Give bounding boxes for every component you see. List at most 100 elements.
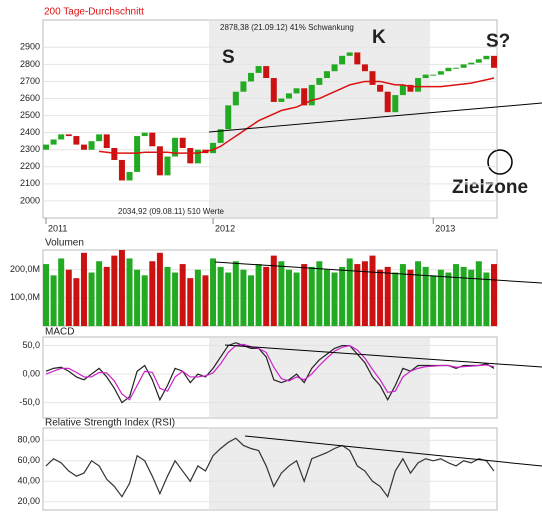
candle xyxy=(384,91,391,113)
volume-bar xyxy=(225,272,232,326)
volume-bar xyxy=(399,264,406,326)
volume-bar xyxy=(407,269,414,326)
candle xyxy=(73,136,80,145)
y-tick-label: 80,00 xyxy=(17,435,40,445)
volume-bar xyxy=(346,258,353,326)
candle xyxy=(118,159,125,181)
volume-bar xyxy=(437,269,444,326)
y-tick-label: 2800 xyxy=(20,59,40,69)
volume-bar xyxy=(248,275,255,326)
candle xyxy=(141,132,148,137)
y-tick-label: 2400 xyxy=(20,127,40,137)
volume-bar xyxy=(377,269,384,326)
candle xyxy=(316,78,323,85)
volume-bar xyxy=(164,266,171,326)
volume-bar xyxy=(270,255,277,326)
x-tick-label: 2012 xyxy=(215,223,235,233)
candle xyxy=(483,55,490,60)
candle xyxy=(50,139,57,145)
volume-bar xyxy=(308,266,315,326)
candle xyxy=(255,66,262,73)
line xyxy=(45,342,495,404)
annotation: 2878,38 (21.09.12) 41% Schwankung xyxy=(220,23,354,32)
line xyxy=(45,343,495,401)
candle xyxy=(187,148,194,164)
candle xyxy=(308,84,315,106)
candle xyxy=(65,134,72,137)
candle xyxy=(491,55,497,68)
volume-bar xyxy=(460,266,467,326)
candle xyxy=(179,137,186,149)
candle xyxy=(217,129,224,143)
y-tick-label: 2300 xyxy=(20,144,40,154)
candle xyxy=(415,78,422,92)
candle xyxy=(301,88,308,106)
candle xyxy=(194,149,201,164)
volume-bar xyxy=(361,261,368,326)
volume-panel xyxy=(42,249,498,327)
volume-bar xyxy=(354,264,361,326)
panel-title: Relative Strength Index (RSI) xyxy=(45,418,175,429)
volume-bar xyxy=(149,261,156,326)
ma-legend: 200 Tage-Durchschnitt xyxy=(44,7,144,18)
candle xyxy=(134,136,141,172)
volume-bar xyxy=(232,261,239,326)
candle xyxy=(80,144,87,150)
y-tick-label: 100,0M xyxy=(10,292,40,302)
candle xyxy=(453,67,460,69)
volume-bar xyxy=(255,264,262,326)
candle xyxy=(278,98,285,102)
volume-bar xyxy=(323,269,330,326)
y-tick-label: 60,00 xyxy=(17,455,40,465)
candle xyxy=(445,67,452,72)
volume-bar xyxy=(43,264,49,326)
volume-bar xyxy=(392,272,399,326)
volume-bar xyxy=(430,275,437,326)
candle xyxy=(361,64,368,72)
volume-bar xyxy=(156,252,163,326)
annotation: S? xyxy=(486,31,510,52)
candle xyxy=(369,71,376,85)
volume-bar xyxy=(422,266,429,326)
volume-bar xyxy=(384,266,391,326)
trend-line xyxy=(224,344,542,368)
candle xyxy=(232,91,239,106)
volume-bar xyxy=(263,266,270,326)
candle xyxy=(293,88,300,94)
candle xyxy=(392,95,399,113)
x-tick-label: 2011 xyxy=(48,223,67,233)
volume-bar xyxy=(194,269,201,326)
volume-bar xyxy=(339,266,346,326)
candle xyxy=(172,137,179,157)
volume-bar xyxy=(491,264,497,326)
candle xyxy=(240,81,247,92)
y-tick-label: 2500 xyxy=(20,110,40,120)
candle xyxy=(149,132,156,147)
candle xyxy=(460,64,467,68)
candle xyxy=(377,84,384,92)
x-tick-label: 2013 xyxy=(435,223,455,233)
candle xyxy=(468,62,475,65)
volume-bar xyxy=(369,255,376,326)
y-tick-label: 2000 xyxy=(20,195,40,205)
candle xyxy=(285,93,292,99)
candle xyxy=(111,148,118,160)
volume-bar xyxy=(118,250,125,326)
trend-line xyxy=(214,261,542,284)
candle xyxy=(323,71,330,79)
volume-bar xyxy=(415,261,422,326)
volume-bar xyxy=(65,269,72,326)
candle xyxy=(475,59,482,63)
highlight xyxy=(209,21,430,217)
volume-bar xyxy=(278,261,285,326)
moving-average xyxy=(99,77,495,154)
candle xyxy=(339,55,346,65)
highlight xyxy=(209,338,430,417)
volume-bar xyxy=(316,261,323,326)
volume-bar xyxy=(58,258,65,326)
line xyxy=(45,437,495,498)
candle xyxy=(354,52,361,65)
annotation: Zielzone xyxy=(452,177,528,198)
volume-bar xyxy=(80,252,87,326)
